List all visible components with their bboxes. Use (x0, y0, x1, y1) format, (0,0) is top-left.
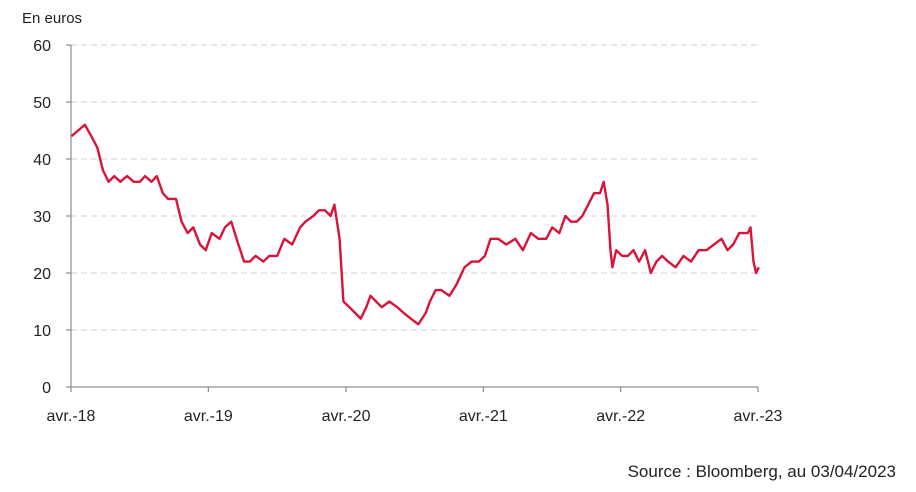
y-tick-label: 0 (42, 380, 51, 397)
x-tick-label: avr.-22 (596, 408, 645, 425)
grid-lines (71, 44, 758, 331)
y-tick-label: 10 (33, 323, 51, 340)
y-axis-unit-label: En euros (22, 10, 83, 27)
x-tick-label: avr.-21 (459, 408, 508, 425)
y-tick-label: 50 (33, 95, 51, 112)
y-axis-ticks: 0 10 20 30 40 50 60 (33, 38, 71, 397)
y-tick-label: 40 (33, 152, 51, 169)
source-note: Source : Bloomberg, au 03/04/2023 (627, 462, 896, 481)
x-tick-label: avr.-19 (184, 408, 233, 425)
series-line (70, 123, 760, 326)
x-tick-label: avr.-20 (322, 408, 371, 425)
x-tick-label: avr.-23 (734, 408, 783, 425)
y-tick-label: 60 (33, 38, 51, 55)
x-axis-ticks: avr.-18 avr.-19 avr.-20 avr.-21 avr.-22 avr.-… (47, 387, 783, 425)
y-tick-label: 20 (33, 266, 51, 283)
y-tick-label: 30 (33, 209, 51, 226)
x-tick-label: avr.-18 (47, 408, 96, 425)
